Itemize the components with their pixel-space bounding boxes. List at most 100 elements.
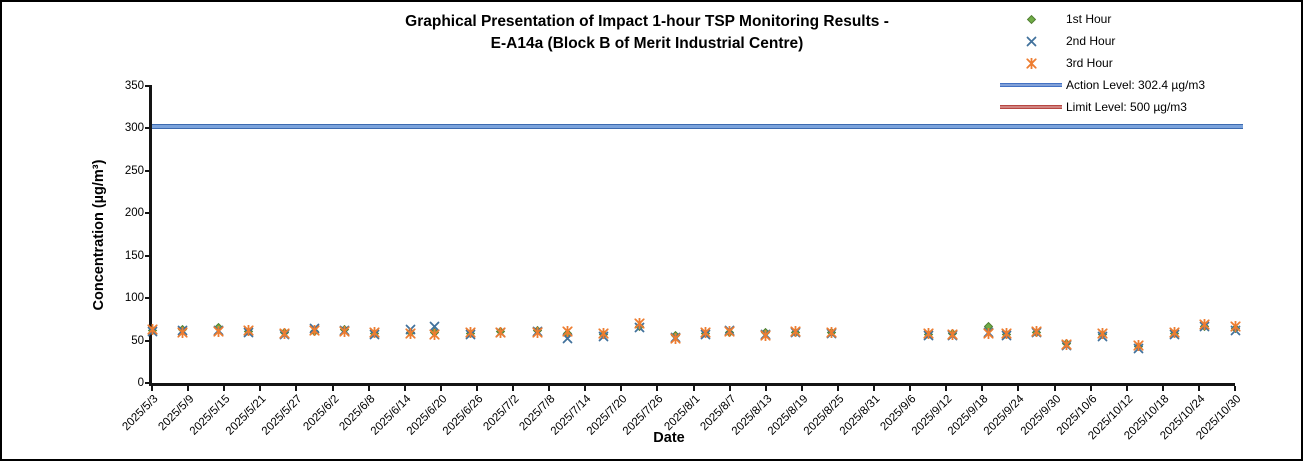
data-point-3rd-hour: [598, 327, 609, 340]
star-marker-icon: [465, 326, 476, 340]
data-point-3rd-hour: [1001, 327, 1012, 340]
x-tick-mark: [981, 386, 984, 391]
x-marker-icon: [429, 322, 440, 332]
star-marker-icon: [1097, 327, 1108, 340]
data-point-3rd-hour: [790, 325, 801, 338]
x-tick-mark: [1089, 386, 1092, 391]
legend-line-swatch: [1000, 82, 1062, 88]
x-tick-mark: [1053, 386, 1056, 391]
star-marker-icon: [700, 326, 711, 340]
star-marker-icon: [1169, 326, 1180, 340]
x-tick-mark: [331, 386, 334, 391]
x-tick-mark: [512, 386, 514, 391]
data-point-3rd-hour: [1229, 320, 1241, 334]
x-tick-mark: [151, 386, 153, 391]
y-tick-label: 150: [124, 249, 144, 262]
star-marker-icon: [495, 326, 507, 340]
legend-item-label: 3rd Hour: [1066, 56, 1113, 70]
data-point-3rd-hour: [309, 324, 320, 337]
x-axis-title: Date: [653, 430, 685, 446]
legend: 1st Hour 2nd Hour 3rd Hour Action Level: 30…: [1000, 8, 1290, 118]
data-point-3rd-hour: [634, 317, 645, 330]
legend-item-2: 2nd Hour: [1000, 30, 1290, 52]
legend-marker-swatch: [1000, 57, 1062, 69]
x-tick-mark: [764, 386, 767, 391]
y-tick-mark: [145, 127, 152, 130]
x-tick-mark: [584, 386, 587, 391]
star-marker-icon: [983, 327, 994, 340]
star-marker-icon: [562, 325, 573, 338]
star-marker-icon: [279, 327, 290, 340]
y-tick-label: 50: [131, 334, 144, 347]
star-marker-icon: [598, 327, 609, 340]
x-tick-mark: [909, 386, 912, 391]
legend-line-icon: [1000, 82, 1062, 88]
x-tick-mark: [187, 386, 190, 391]
x-marker-icon: [1026, 36, 1036, 46]
x-tick-mark: [1161, 386, 1164, 391]
x-tick-mark: [836, 386, 839, 391]
x-tick-mark: [945, 386, 948, 391]
data-point-3rd-hour: [465, 326, 476, 340]
x-tick-mark: [403, 386, 406, 391]
y-tick-mark: [145, 339, 152, 342]
data-point-3rd-hour: [1061, 338, 1072, 351]
y-tick-label: 350: [124, 80, 144, 92]
x-tick-mark: [1017, 386, 1020, 391]
data-point-3rd-hour: [213, 325, 224, 338]
data-point-3rd-hour: [724, 325, 735, 338]
star-marker-icon: [405, 327, 416, 340]
legend-item-5: Limit Level: 500 µg/m3: [1000, 96, 1290, 118]
legend-item-1: 1st Hour: [1000, 8, 1290, 30]
x-tick-mark: [439, 386, 442, 391]
x-tick-mark: [800, 386, 803, 391]
legend-item-label: 1st Hour: [1066, 12, 1112, 26]
data-point-3rd-hour: [1133, 339, 1144, 352]
star-marker-icon: [369, 326, 380, 340]
legend-item-3: 3rd Hour: [1000, 52, 1290, 74]
data-point-3rd-hour: [176, 325, 188, 339]
x-marker-icon: [562, 333, 573, 344]
diamond-marker-icon: [983, 321, 993, 331]
y-tick-label: 250: [124, 164, 144, 177]
star-marker-icon: [724, 325, 735, 338]
y-axis-title: Concentration (µg/m³): [91, 159, 107, 311]
x-tick-mark: [1197, 386, 1200, 391]
star-marker-icon: [670, 331, 681, 345]
data-point-3rd-hour: [1097, 327, 1108, 340]
star-marker-icon: [923, 327, 934, 340]
x-tick-mark: [475, 386, 478, 391]
data-point-3rd-hour: [429, 328, 440, 341]
data-point-3rd-hour: [983, 327, 994, 340]
legend-marker-swatch: [1000, 36, 1062, 47]
y-tick-label: 200: [124, 207, 144, 220]
data-point-3rd-hour: [1169, 326, 1180, 340]
x-tick-mark: [1234, 386, 1236, 391]
data-point-2nd-hour: [429, 321, 440, 332]
data-point-3rd-hour: [369, 326, 380, 340]
star-marker-icon: [429, 328, 440, 341]
data-point-3rd-hour: [670, 331, 681, 345]
x-tick-mark: [656, 386, 659, 391]
data-point-2nd-hour: [562, 333, 573, 344]
data-point-3rd-hour: [146, 323, 158, 336]
star-marker-icon: [1025, 57, 1037, 69]
data-point-3rd-hour: [339, 325, 350, 338]
star-marker-icon: [790, 325, 801, 338]
star-marker-icon: [146, 323, 158, 336]
y-tick-mark: [145, 169, 152, 172]
chart-title-line1: Graphical Presentation of Impact 1-hour …: [405, 13, 889, 30]
data-point-3rd-hour: [405, 327, 416, 340]
diamond-marker-icon: [1026, 14, 1036, 24]
data-point-3rd-hour: [1199, 318, 1211, 331]
data-point-3rd-hour: [923, 327, 934, 340]
star-marker-icon: [243, 324, 254, 337]
star-marker-icon: [339, 325, 350, 338]
x-tick-mark: [295, 386, 298, 391]
y-tick-label: 300: [124, 122, 144, 135]
x-tick-mark: [620, 386, 623, 391]
star-marker-icon: [213, 325, 224, 338]
x-tick-mark: [223, 386, 226, 391]
x-tick-mark: [1125, 386, 1128, 391]
